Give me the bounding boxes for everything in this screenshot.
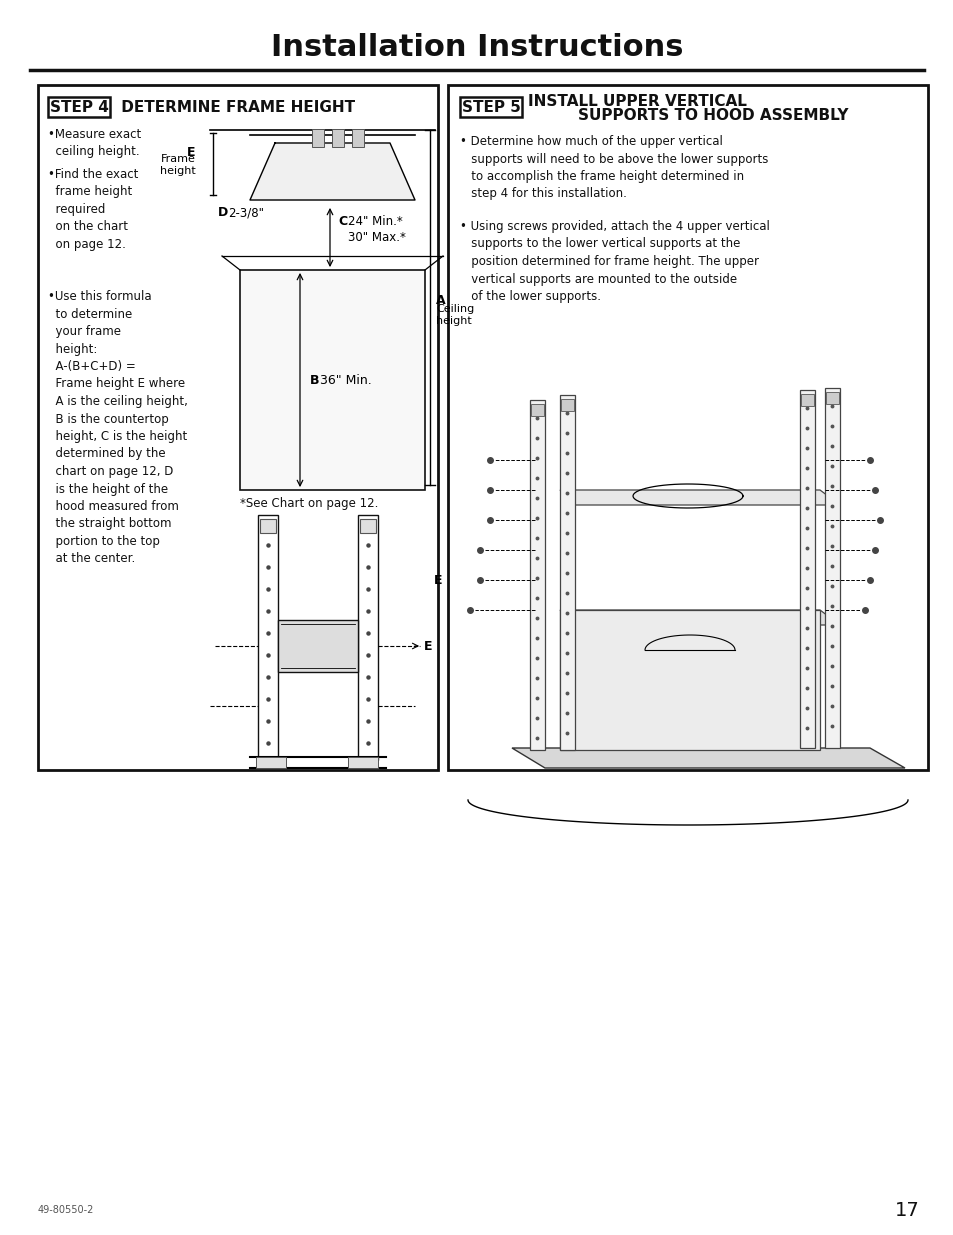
Text: • Using screws provided, attach the 4 upper vertical
   supports to the lower ve: • Using screws provided, attach the 4 up… <box>459 220 769 303</box>
Text: •Measure exact
  ceiling height.: •Measure exact ceiling height. <box>48 128 141 158</box>
Text: 24" Min.*
30" Max.*: 24" Min.* 30" Max.* <box>348 215 405 245</box>
Bar <box>312 128 324 147</box>
Bar <box>357 515 377 760</box>
Text: STEP 4: STEP 4 <box>50 100 109 115</box>
Bar <box>257 515 277 760</box>
Bar <box>352 128 364 147</box>
Text: A: A <box>436 294 445 306</box>
Bar <box>260 519 275 534</box>
Bar <box>559 610 820 750</box>
Bar <box>277 620 357 672</box>
Polygon shape <box>559 610 840 625</box>
Bar <box>824 388 840 748</box>
Bar <box>531 404 543 416</box>
Bar <box>448 85 927 769</box>
Bar <box>800 390 814 748</box>
Polygon shape <box>559 490 840 505</box>
Text: 17: 17 <box>894 1200 919 1219</box>
Polygon shape <box>250 143 415 200</box>
Bar <box>348 757 377 768</box>
Bar <box>560 399 574 411</box>
Text: •Find the exact
  frame height
  required
  on the chart
  on page 12.: •Find the exact frame height required on… <box>48 168 138 251</box>
Bar <box>559 395 575 750</box>
Bar <box>332 128 344 147</box>
Text: D: D <box>218 206 228 220</box>
Text: •Use this formula
  to determine
  your frame
  height:
  A-(B+C+D) =
  Frame he: •Use this formula to determine your fram… <box>48 290 188 566</box>
Text: INSTALL UPPER VERTICAL: INSTALL UPPER VERTICAL <box>527 95 746 110</box>
Text: *See Chart on page 12.: *See Chart on page 12. <box>240 496 378 510</box>
Bar <box>38 85 437 769</box>
Text: SUPPORTS TO HOOD ASSEMBLY: SUPPORTS TO HOOD ASSEMBLY <box>578 107 847 122</box>
Text: Frame
height: Frame height <box>160 154 195 175</box>
Text: 2-3/8": 2-3/8" <box>228 206 264 220</box>
Text: E: E <box>186 146 194 158</box>
Bar <box>825 391 838 404</box>
Text: • Determine how much of the upper vertical
   supports will need to be above the: • Determine how much of the upper vertic… <box>459 135 767 200</box>
Text: 49-80550-2: 49-80550-2 <box>38 1205 94 1215</box>
Bar <box>459 98 521 117</box>
Polygon shape <box>512 748 904 768</box>
Bar <box>359 519 375 534</box>
Text: E: E <box>423 640 432 652</box>
Text: Ceiling
height: Ceiling height <box>436 304 474 326</box>
Text: Installation Instructions: Installation Instructions <box>271 33 682 63</box>
Bar <box>48 98 110 117</box>
Bar <box>255 757 286 768</box>
Bar <box>530 400 544 750</box>
Text: 36" Min.: 36" Min. <box>319 373 372 387</box>
Text: STEP 5: STEP 5 <box>461 100 520 115</box>
Text: B: B <box>310 373 319 387</box>
Text: E: E <box>434 573 442 587</box>
Text: DETERMINE FRAME HEIGHT: DETERMINE FRAME HEIGHT <box>116 100 355 115</box>
Bar <box>240 270 424 490</box>
Bar <box>801 394 813 406</box>
Text: C: C <box>337 215 347 228</box>
